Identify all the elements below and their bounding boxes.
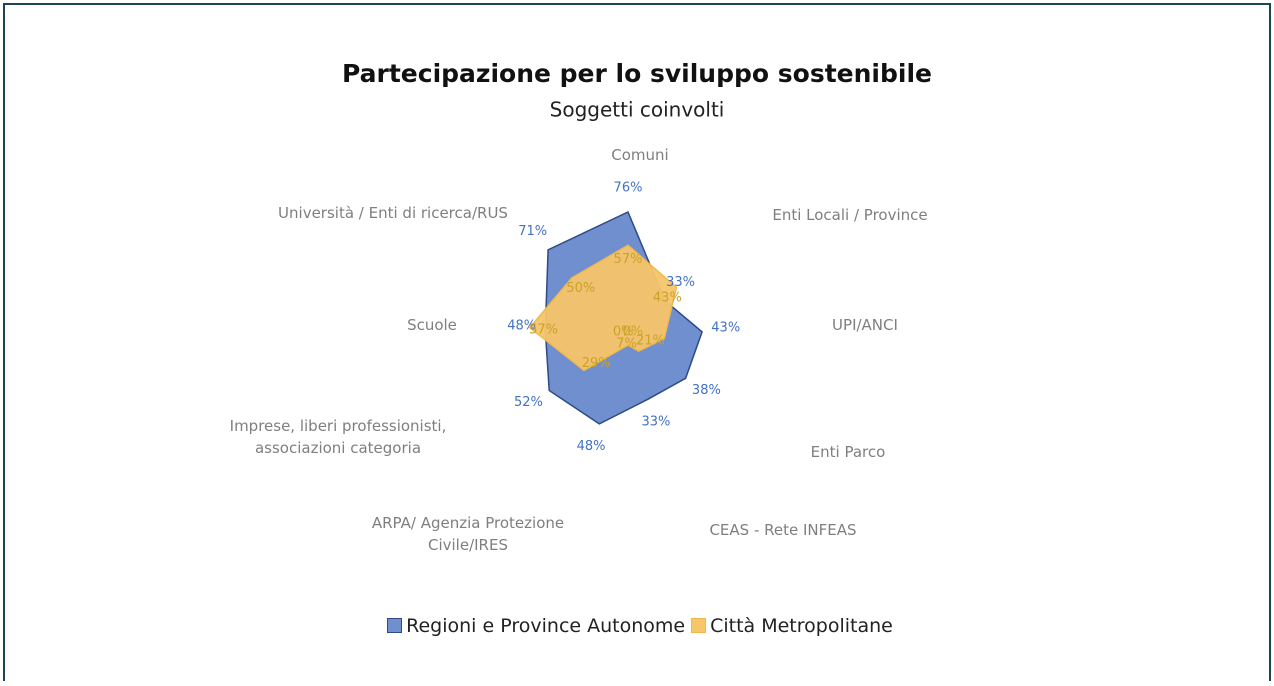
category-label: Imprese, liberi professionisti, associaz… (229, 417, 447, 457)
value-label: 21% (636, 334, 665, 349)
value-label: 0% (613, 324, 634, 339)
value-label: 7% (616, 337, 637, 352)
category-label: CEAS - Rete INFEAS (709, 521, 857, 539)
category-label: ARPA/ Agenzia Protezione Civile/IRES (371, 514, 565, 554)
category-label: Università / Enti di ricerca/RUS (278, 204, 508, 222)
category-label: UPI/ANCI (832, 316, 898, 334)
legend: Regioni e Province Autonome Città Metropo… (0, 615, 1274, 637)
category-label: Scuole (407, 316, 457, 334)
category-label: Enti Locali / Province (772, 206, 928, 224)
legend-label: Città Metropolitane (710, 615, 893, 637)
value-label: 33% (666, 275, 695, 290)
value-label: 33% (642, 414, 671, 429)
legend-swatch (691, 618, 707, 633)
value-label: 50% (566, 281, 595, 296)
value-label: 0% (622, 324, 643, 339)
value-label: 57% (614, 252, 643, 267)
value-label: 52% (514, 395, 543, 410)
radar-area (528, 244, 678, 372)
value-label: 48% (507, 319, 536, 334)
legend-swatch (387, 618, 403, 633)
value-label: 43% (711, 320, 740, 335)
chart-title: Partecipazione per lo sviluppo sostenibi… (342, 59, 932, 88)
chart-subtitle: Soggetti coinvolti (550, 98, 725, 122)
value-label: 29% (582, 356, 611, 371)
category-label: Comuni (611, 146, 669, 164)
value-label: 57% (529, 323, 558, 338)
value-label: 43% (653, 291, 682, 306)
value-label: 48% (577, 439, 606, 454)
value-label: 71% (518, 224, 547, 239)
value-label: 76% (614, 181, 643, 196)
value-label: 38% (692, 383, 721, 398)
category-label: Enti Parco (810, 443, 886, 461)
frame (3, 3, 1271, 681)
legend-label: Regioni e Province Autonome (406, 615, 686, 637)
